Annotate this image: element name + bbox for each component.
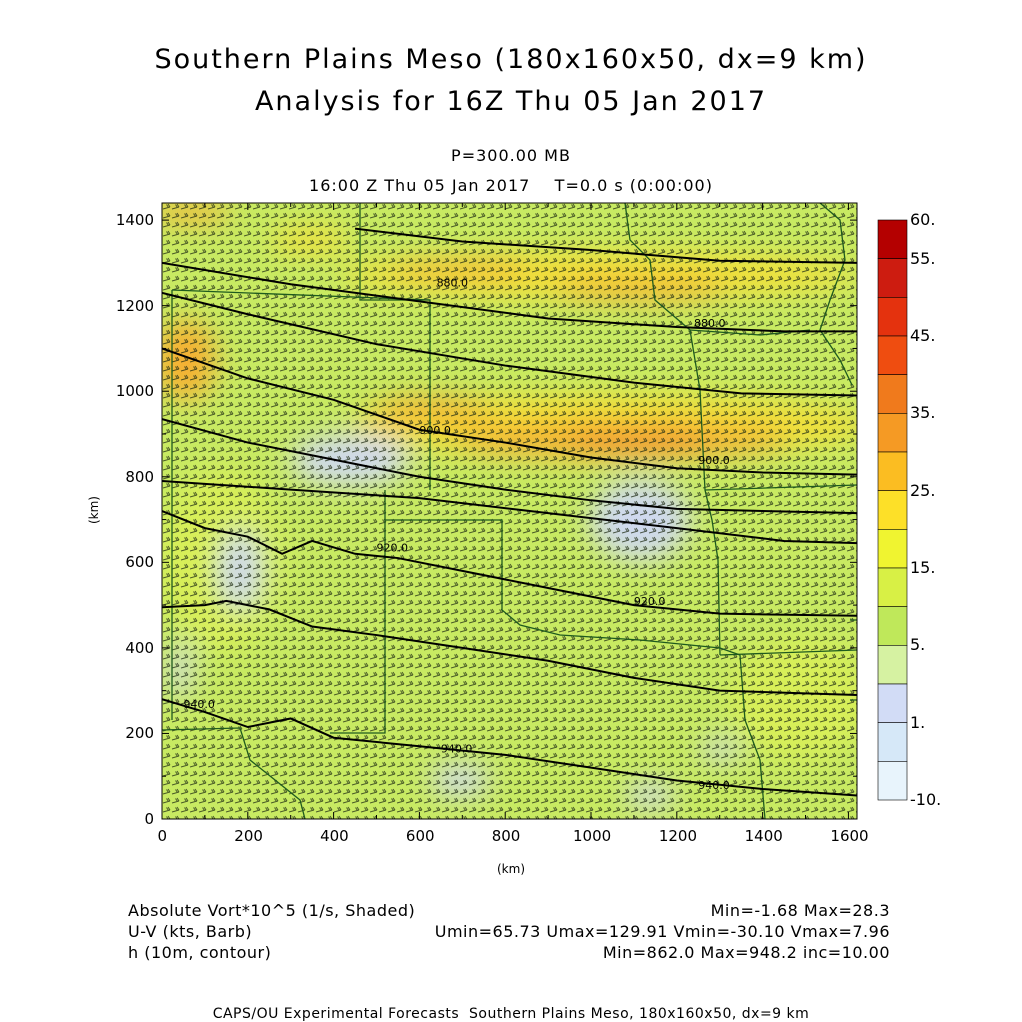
state-boundaries <box>162 203 857 819</box>
contour-label: 900.0 <box>419 424 451 437</box>
contour-line-910-5 <box>162 480 857 545</box>
axis-ticks <box>161 203 857 820</box>
y-tick-label: 200 <box>125 724 154 743</box>
contour-line-920-6 <box>162 510 857 617</box>
contour-labels: 880.0 880.0 900.0 900.0 920.0 920.0 940.0 940.0… <box>183 276 729 792</box>
colorbar-swatch <box>877 374 908 414</box>
x-tick-label: 1200 <box>658 827 697 845</box>
x-tick-label: 200 <box>234 827 263 845</box>
valid-time: 16:00 Z Thu 05 Jan 2017 T=0.0 s (0:00:00… <box>309 176 713 195</box>
y-tick-label: 600 <box>125 553 154 572</box>
pressure-level: P=300.00 MB <box>451 146 571 165</box>
colorbar-swatch <box>877 761 908 801</box>
contour-label: 940.0 <box>183 698 215 711</box>
contour-line-930-7 <box>162 599 857 696</box>
colorbar-label: 45. <box>910 326 936 345</box>
colorbar-label: 55. <box>910 248 936 268</box>
colorbar-label: 5. <box>910 635 926 655</box>
contour-label: 880.0 <box>694 317 726 330</box>
contour-label: 880.0 <box>437 276 469 289</box>
y-tick-label: 400 <box>125 638 154 657</box>
colorbar-swatch <box>877 219 908 259</box>
colorbar-swatch <box>877 606 908 646</box>
colorbar-swatch <box>877 567 908 607</box>
colorbar-swatch <box>877 683 908 723</box>
contour-label: 900.0 <box>698 454 730 467</box>
y-tick-label: 1400 <box>115 211 154 230</box>
legend-vorticity-range: Min=-1.68 Max=28.3 <box>710 901 890 920</box>
x-tick-label: 800 <box>491 827 521 845</box>
legend-wind: U-V (kts, Barb) <box>128 922 253 941</box>
x-tick-label: 1000 <box>573 827 612 845</box>
chart-subtitle: Analysis for 16Z Thu 05 Jan 2017 <box>254 86 768 117</box>
y-tick-label: 0 <box>144 810 154 828</box>
colorbar <box>877 219 908 801</box>
chart-title: Southern Plains Meso (180x160x50, dx=9 k… <box>154 44 868 75</box>
contour-line-880-1 <box>354 227 857 264</box>
contour-line-910-4 <box>162 418 857 515</box>
colorbar-swatch <box>877 335 908 375</box>
x-tick-label: 400 <box>320 827 349 845</box>
colorbar-swatch <box>877 413 908 453</box>
colorbar-swatch <box>877 297 908 337</box>
x-tick-label: 1400 <box>744 827 783 845</box>
legend-vorticity: Absolute Vort*10^5 (1/s, Shaded) <box>128 901 416 920</box>
colorbar-label: 60. <box>910 210 936 229</box>
colorbar-label: 25. <box>910 480 936 500</box>
y-tick-label: 1000 <box>115 382 154 401</box>
x-axis-label: (km) <box>497 862 526 876</box>
colorbar-label: -10. <box>910 790 942 809</box>
contour-label: 940.0 <box>698 779 730 792</box>
colorbar-swatch <box>877 529 908 569</box>
colorbar-swatch <box>877 645 908 685</box>
colorbar-label: 15. <box>910 558 936 577</box>
colorbar-swatch <box>877 722 908 762</box>
contour-line-940-8 <box>162 698 857 797</box>
colorbar-label: 35. <box>910 403 936 423</box>
colorbar-swatch <box>877 490 908 530</box>
x-tick-label: 1600 <box>830 827 869 845</box>
contour-label: 920.0 <box>634 595 666 608</box>
contour-label: 920.0 <box>377 542 409 555</box>
colorbar-label: 1. <box>910 712 926 732</box>
y-tick-label: 800 <box>125 467 154 486</box>
legend-height-range: Min=862.0 Max=948.2 inc=10.00 <box>602 943 890 962</box>
x-tick-label: 600 <box>405 827 435 845</box>
height-contours <box>162 227 857 797</box>
colorbar-swatch <box>877 451 908 491</box>
plot-frame <box>161 202 858 820</box>
y-tick-label: 1200 <box>115 296 154 315</box>
contour-line-880-0 <box>162 261 857 333</box>
legend-height: h (10m, contour) <box>128 943 272 962</box>
legend-wind-range: Umin=65.73 Umax=129.91 Vmin=-30.10 Vmax=… <box>434 922 890 941</box>
footer-credit: CAPS/OU Experimental Forecasts Southern … <box>212 1006 810 1022</box>
contour-label: 940.0 <box>441 743 473 756</box>
colorbar-swatch <box>877 258 908 298</box>
contour-line-900-3 <box>162 347 857 476</box>
contour-line-890-2 <box>162 291 857 397</box>
x-tick-label: 0 <box>157 827 168 845</box>
y-axis-label: (km) <box>87 495 102 525</box>
